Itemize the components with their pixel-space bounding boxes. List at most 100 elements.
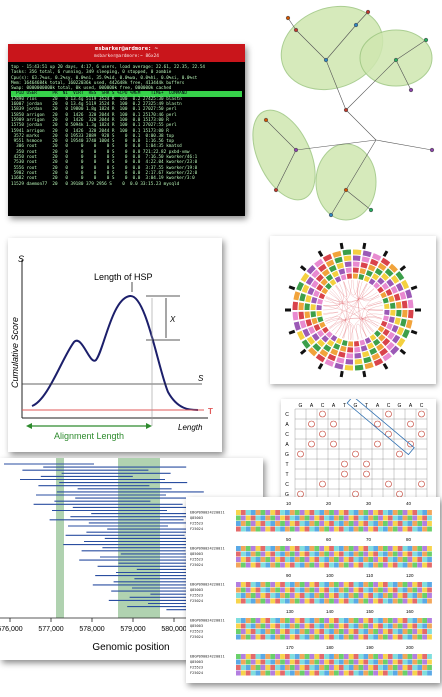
alignment-cell [275,618,280,623]
alignment-cell [280,618,285,623]
tree-branch [295,139,377,151]
alignment-cell [368,546,374,551]
matrix-col-letter: A [310,403,314,409]
alignment-cell [334,593,339,598]
alignment-cell [319,654,325,659]
matrix-col-letter: C [387,403,391,409]
alignment-cell [363,515,369,521]
alignment-cell [378,515,383,521]
alignment-cell [294,598,300,604]
matrix-row-letter: C [285,482,289,488]
circos-segment [374,330,381,338]
alignment-cell [285,546,290,551]
circos-segment [401,328,410,339]
alignment-cell [240,659,246,665]
alignment-cell [338,551,344,557]
alignment-cell [422,634,427,640]
circos-segment [325,273,334,282]
circos-segment [310,311,317,318]
alignment-cell [368,670,374,676]
alignment-cell [338,546,344,551]
alignment-cell [343,562,349,568]
alignment-cell [392,629,398,634]
alignment-cell [309,521,315,526]
circos-segment [323,344,332,353]
alignment-cell [353,618,359,623]
alignment-cell [334,582,339,587]
alignment-cell [397,582,403,587]
alignment-cell [392,670,398,676]
alignment-cell [387,665,393,670]
alignment-cell [348,510,354,515]
circos-segment [391,334,401,344]
alignment-cell [427,551,432,557]
alignment-cell [289,510,295,515]
circos-link [328,292,374,333]
matrix-match [363,460,370,468]
circos-segment [330,334,338,342]
alignment-cell [280,587,285,593]
alignment-seq-name: F25523 [190,558,203,562]
alignment-cell [368,515,374,521]
terminal-process-row: 5902 root 20 0 0 0 0 S 0 0.0 2:17.67 kwo… [11,170,198,176]
alignment-cell [422,629,427,634]
circos-segment [325,259,335,268]
circos-segment [317,263,327,273]
alignment-cell [319,562,325,568]
alignment-cell [314,670,320,676]
alignment-cell [373,557,378,562]
alignment-seq-name: EBGP090024220011 [190,655,225,659]
circos-link [326,296,383,311]
alignment-cell [250,659,256,665]
circos-segment [340,274,347,281]
tree-node [368,207,374,213]
alignment-cell [353,598,359,604]
alignment-cell [260,551,266,557]
circos-segment [352,255,361,261]
alignment-cell [363,659,369,665]
alignment-cell [402,593,408,598]
alignment-position: 110 [366,573,374,578]
circos-segment [400,318,407,327]
alignment-cell [392,618,398,623]
alignment-cell [255,515,261,521]
alignment-cell [402,598,408,604]
alignment-cell [343,623,349,629]
alignment-cell [348,546,354,551]
alignment-cell [265,593,271,598]
alignment-cell [387,670,393,676]
circos-segment [311,333,320,342]
alignment-cell [338,629,344,634]
circos-segment [405,319,413,329]
matrix-match [374,440,381,448]
circos-segment [391,324,399,333]
circos-segment [333,343,341,350]
circos-segment [390,345,400,355]
tree-node [293,147,299,153]
alignment-cell [417,623,423,629]
circos-segment [382,337,391,347]
alignment-cell [236,623,241,629]
alignment-cell [245,598,251,604]
alignment-cell [265,562,271,568]
circos-link [331,301,383,332]
alignment-cell [280,654,285,659]
alignment-position: 130 [286,609,294,614]
alignment-cell [289,526,295,532]
alignment-cell [270,546,276,551]
alignment-cell [250,670,256,676]
genome-tick-label: 576,000 [0,626,23,633]
alignment-cell [319,515,325,521]
alignment-cell [289,557,295,562]
alignment-cell [412,557,418,562]
alignment-cell [250,654,256,659]
alignment-cell [422,510,427,515]
circos-ideogram [317,250,324,258]
circos-segment [319,321,326,329]
alignment-cell [236,557,241,562]
alignment-cell [265,582,271,587]
alignment-cell [353,659,359,665]
alignment-cell [324,629,329,634]
circos-segment [339,345,347,352]
circos-segment [314,258,324,268]
